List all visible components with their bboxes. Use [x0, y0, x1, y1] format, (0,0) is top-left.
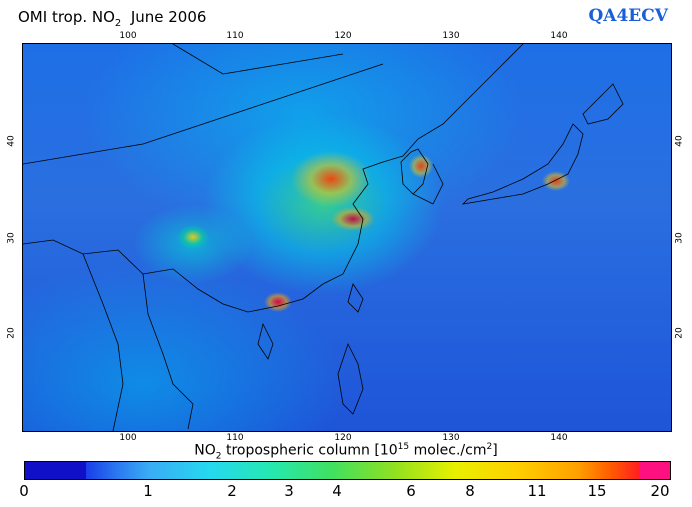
colorbar-segment — [393, 462, 455, 479]
colorbar — [24, 461, 671, 480]
lon-tick-bottom: 110 — [226, 433, 244, 443]
colorbar-segment — [454, 462, 517, 479]
lon-tick-bottom: 140 — [550, 433, 568, 443]
lon-tick-top: 110 — [226, 31, 244, 41]
colorbar-tick: 0 — [19, 482, 29, 500]
colorbar-tick: 1 — [143, 482, 153, 500]
title-subscript: 2 — [114, 18, 122, 29]
no2-map — [22, 43, 672, 432]
lon-tick-top: 130 — [442, 31, 460, 41]
lon-tick-top: 120 — [334, 31, 352, 41]
colorbar-segment — [270, 462, 333, 479]
colorbar-segment — [86, 462, 148, 479]
lat-tick-left: 20 — [6, 327, 17, 339]
colorbar-segment — [332, 462, 394, 479]
title-date: June 2006 — [121, 8, 207, 26]
label-part: NO — [194, 442, 216, 459]
brand-label: QA4ECV — [588, 6, 668, 26]
label-part: molec./cm — [409, 442, 487, 459]
lon-tick-bottom: 100 — [119, 433, 137, 443]
colorbar-tick: 4 — [332, 482, 342, 500]
lat-tick-right: 20 — [674, 327, 685, 339]
lat-tick-right: 40 — [674, 135, 685, 147]
lat-tick-right: 30 — [674, 232, 685, 244]
colorbar-tick: 6 — [406, 482, 416, 500]
colorbar-segment — [639, 462, 670, 479]
colorbar-segment — [516, 462, 578, 479]
lon-tick-top: 140 — [550, 31, 568, 41]
label-sup: 15 — [397, 442, 410, 452]
lon-tick-top: 100 — [119, 31, 137, 41]
label-part: tropospheric column [10 — [221, 442, 398, 459]
lat-tick-left: 30 — [6, 232, 17, 244]
colorbar-segment — [147, 462, 210, 479]
colorbar-axis-label: NO2 tropospheric column [1015 molec./cm2… — [0, 442, 692, 461]
colorbar-tick: 2 — [227, 482, 237, 500]
colorbar-tick: 3 — [284, 482, 294, 500]
colorbar-tick: 15 — [587, 482, 607, 500]
lon-tick-bottom: 130 — [442, 433, 460, 443]
colorbar-segment — [25, 462, 87, 479]
label-sup: 2 — [486, 442, 493, 452]
label-sub: 2 — [215, 451, 222, 462]
colorbar-tick: 8 — [465, 482, 475, 500]
colorbar-segment — [209, 462, 271, 479]
colorbar-tick: 11 — [527, 482, 547, 500]
colorbar-segment — [577, 462, 640, 479]
chart-title: OMI trop. NO2 June 2006 — [18, 8, 206, 29]
title-text: OMI trop. NO — [18, 8, 115, 26]
colorbar-tick: 20 — [650, 482, 670, 500]
coastline-overlay — [23, 44, 624, 431]
label-part: ] — [492, 442, 498, 459]
lat-tick-left: 40 — [6, 135, 17, 147]
lon-tick-bottom: 120 — [334, 433, 352, 443]
